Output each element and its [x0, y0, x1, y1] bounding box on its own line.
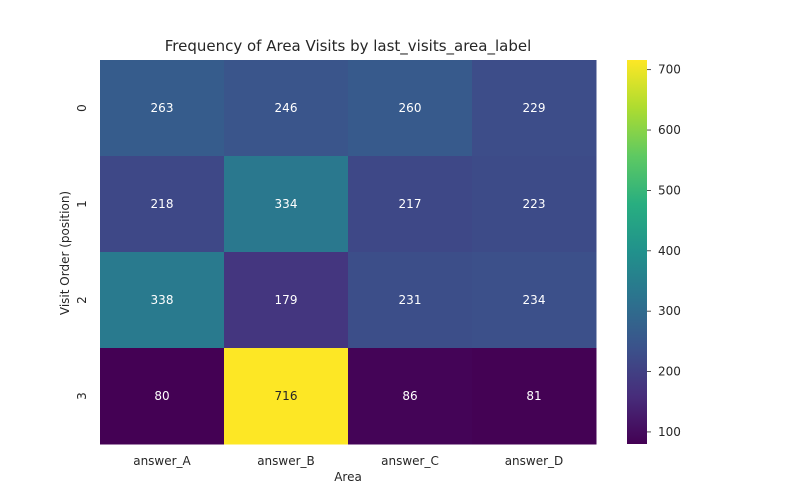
colorbar-tick-label: 400: [658, 244, 681, 258]
colorbar-tick-label: 300: [658, 304, 681, 318]
cell-value-label: 234: [523, 293, 546, 307]
cell-value-label: 80: [154, 389, 169, 403]
colorbar-tick-label: 500: [658, 183, 681, 197]
x-axis-label: Area: [334, 470, 362, 484]
cell-value-label: 334: [275, 197, 298, 211]
heatmap-cell: [100, 348, 225, 445]
heatmap-cell: [100, 60, 225, 157]
heatmap-cell: [224, 348, 349, 445]
y-tick-label: 1: [75, 200, 89, 208]
y-tick-label: 2: [75, 296, 89, 304]
y-axis-ticks: 0 1 2 3: [75, 104, 89, 400]
y-axis-label: Visit Order (position): [58, 191, 72, 315]
heatmap-cell: [472, 60, 597, 157]
cell-value-label: 223: [523, 197, 546, 211]
cell-value-label: 263: [151, 101, 174, 115]
x-axis-ticks: answer_A answer_B answer_C answer_D: [133, 454, 563, 468]
x-tick-label: answer_B: [257, 454, 315, 468]
heatmap-cell: [100, 252, 225, 349]
heatmap-cell: [348, 60, 473, 157]
heatmap-cell: [472, 348, 597, 445]
cell-value-label: 81: [526, 389, 541, 403]
heatmap-cell: [472, 156, 597, 253]
colorbar-tick-label: 700: [658, 63, 681, 77]
cell-value-label: 86: [402, 389, 417, 403]
heatmap-cell: [224, 156, 349, 253]
colorbar-tick-label: 100: [658, 425, 681, 439]
x-tick-label: answer_A: [133, 454, 191, 468]
heatmap-cell: [100, 156, 225, 253]
heatmap-cell: [348, 156, 473, 253]
heatmap-cell: [348, 252, 473, 349]
x-tick-label: answer_C: [381, 454, 439, 468]
heatmap-cells: [100, 60, 597, 445]
heatmap-cell-labels: 263 246 260 229 218 334 217 223 338 179 231 234 80 71…: [151, 101, 546, 403]
cell-value-label: 338: [151, 293, 174, 307]
heatmap-cell: [472, 252, 597, 349]
cell-value-label: 246: [275, 101, 298, 115]
colorbar-tick-label: 600: [658, 123, 681, 137]
colorbar-ticks: 100 200 300 400 500 600 700: [647, 63, 681, 439]
chart-title: Frequency of Area Visits by last_visits_…: [165, 37, 532, 56]
cell-value-label: 231: [399, 293, 422, 307]
cell-value-label: 716: [275, 389, 298, 403]
cell-value-label: 218: [151, 197, 174, 211]
cell-value-label: 217: [399, 197, 422, 211]
cell-value-label: 229: [523, 101, 546, 115]
heatmap-cell: [348, 348, 473, 445]
y-tick-label: 3: [75, 392, 89, 400]
colorbar: [627, 60, 647, 444]
heatmap-cell: [224, 60, 349, 157]
colorbar-tick-label: 200: [658, 365, 681, 379]
heatmap-cell: [224, 252, 349, 349]
x-tick-label: answer_D: [505, 454, 564, 468]
y-tick-label: 0: [75, 104, 89, 112]
cell-value-label: 179: [275, 293, 298, 307]
cell-value-label: 260: [399, 101, 422, 115]
